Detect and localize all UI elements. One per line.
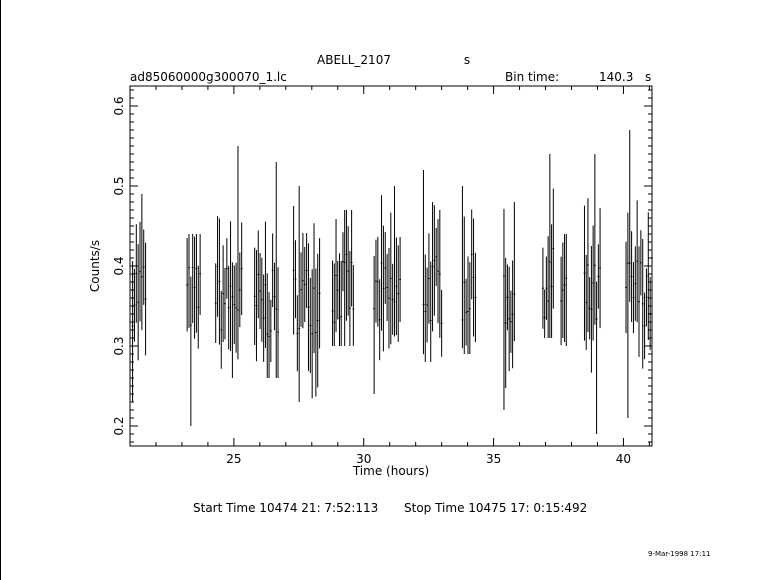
- data-series: [131, 130, 653, 434]
- page-left-border: [0, 0, 1, 580]
- bin-time-units: s: [645, 70, 651, 84]
- x-tick-label: 40: [616, 452, 631, 466]
- bin-time-value: 140.3: [599, 70, 633, 84]
- y-tick-labels: 0.2 0.3 0.4 0.5 0.6: [112, 96, 126, 435]
- x-tick-label: 35: [486, 452, 501, 466]
- bin-time-label: Bin time:: [505, 70, 559, 84]
- x-tick-label: 25: [226, 452, 241, 466]
- start-time-text: Start Time 10474 21: 7:52:113: [193, 501, 378, 515]
- x-axis-label: Time (hours): [352, 464, 429, 478]
- stop-time-text: Stop Time 10475 17: 0:15:492: [404, 501, 587, 515]
- axis-ticks: [129, 86, 652, 446]
- x-tick-label: 30: [356, 452, 371, 466]
- date-stamp: 9-Mar-1998 17:11: [648, 550, 710, 558]
- plot-title: ABELL_2107: [317, 53, 391, 67]
- y-tick-label: 0.5: [112, 176, 126, 195]
- y-axis-label: Counts/s: [88, 240, 102, 292]
- y-tick-label: 0.3: [112, 336, 126, 355]
- y-tick-label: 0.2: [112, 416, 126, 435]
- filename-label: ad85060000g300070_1.lc: [130, 70, 287, 84]
- x-tick-labels: 25 30 35 40: [226, 452, 631, 466]
- plot-title-units: s: [464, 53, 470, 67]
- y-tick-label: 0.6: [112, 96, 126, 115]
- y-tick-label: 0.4: [112, 256, 126, 275]
